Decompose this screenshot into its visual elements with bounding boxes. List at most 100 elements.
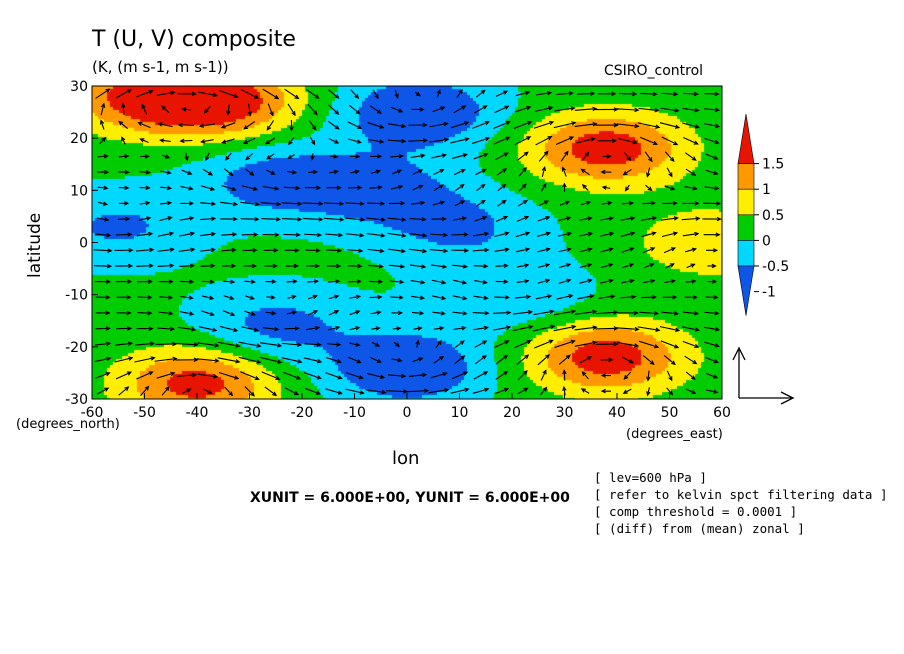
wind-vector	[94, 356, 112, 363]
wind-vector	[244, 386, 255, 397]
wind-vector	[515, 90, 531, 97]
wind-vector	[220, 201, 239, 207]
wind-vector	[684, 295, 698, 300]
wind-vector	[369, 105, 382, 114]
wind-vector	[181, 169, 193, 175]
wind-vector	[387, 373, 407, 379]
wind-vector	[597, 91, 617, 97]
wind-vector	[618, 138, 638, 145]
wind-vector	[704, 185, 720, 191]
wind-vector	[265, 310, 277, 316]
wind-vector	[221, 138, 235, 144]
wind-vector	[281, 201, 303, 206]
wind-vector	[642, 247, 656, 254]
wind-vector	[682, 231, 700, 237]
wind-vector	[93, 248, 113, 253]
wind-vector	[532, 324, 556, 332]
wind-vector	[115, 89, 133, 99]
wind-vector	[556, 91, 574, 96]
wind-vector	[121, 136, 126, 145]
wind-vector	[430, 264, 448, 269]
wind-vector	[180, 295, 194, 300]
wind-vector	[394, 89, 399, 99]
wind-vector	[98, 201, 109, 206]
wind-vector	[705, 169, 719, 176]
wind-vector	[284, 326, 300, 331]
wind-vector	[96, 217, 110, 222]
wind-vector	[431, 279, 447, 285]
wind-vector	[495, 354, 509, 365]
wind-vector	[137, 121, 151, 129]
wind-vector	[115, 232, 133, 237]
wind-vector	[324, 232, 344, 238]
wind-vector	[281, 357, 303, 364]
wind-vector	[454, 200, 466, 207]
wind-vector	[387, 123, 407, 129]
wind-vector	[262, 88, 280, 100]
wind-vector	[302, 217, 324, 222]
wind-vector	[389, 279, 405, 285]
wind-vector	[264, 137, 276, 145]
wind-vector	[284, 88, 300, 100]
wind-vector	[370, 310, 382, 315]
wind-vector	[683, 137, 699, 145]
wind-vector	[203, 388, 213, 395]
wind-vector	[682, 122, 701, 129]
wind-vector	[574, 309, 598, 315]
chart-subtitle: (K, (m s-1, m s-1))	[92, 58, 229, 76]
wind-vector	[326, 248, 343, 253]
wind-vector	[517, 387, 529, 395]
wind-vector	[517, 370, 528, 381]
wind-vector	[304, 387, 322, 395]
wind-vector	[306, 89, 320, 99]
wind-vector	[453, 325, 467, 331]
wind-vector	[580, 388, 590, 394]
wind-vector	[368, 264, 384, 269]
wind-vector	[282, 342, 303, 347]
wind-vector	[305, 185, 322, 191]
wind-vector	[407, 388, 430, 394]
wind-vector	[666, 370, 673, 382]
wind-vector	[473, 263, 489, 269]
wind-vector	[156, 371, 176, 379]
wind-vector	[95, 88, 111, 99]
wind-vector	[681, 216, 701, 221]
wind-vector	[559, 200, 571, 206]
wind-vector	[345, 233, 365, 238]
wind-vector	[646, 387, 651, 397]
wind-vector	[638, 107, 660, 113]
wind-vector	[118, 185, 130, 191]
wind-vector	[451, 371, 469, 380]
wind-vector	[640, 216, 658, 221]
wind-vector	[115, 341, 134, 346]
wind-vector	[646, 167, 651, 178]
wind-vector	[494, 247, 510, 252]
wind-vector	[616, 107, 640, 113]
wind-vector	[175, 357, 199, 363]
wind-vector	[141, 103, 148, 115]
wind-vector	[598, 294, 616, 299]
wind-vector	[347, 263, 363, 269]
wind-vector	[660, 340, 680, 349]
wind-vector	[685, 388, 697, 394]
wind-vector	[200, 231, 217, 237]
wind-vector	[265, 279, 277, 284]
wind-vector	[323, 201, 345, 206]
wind-vector	[347, 121, 363, 129]
wind-vector	[136, 326, 154, 331]
wind-vector	[450, 121, 470, 129]
wind-vector	[639, 136, 659, 146]
wind-vector	[582, 151, 590, 161]
x-axis-label: lon	[392, 448, 419, 469]
wind-vector	[349, 310, 361, 316]
wind-vector	[451, 248, 470, 253]
wind-vector	[179, 216, 195, 221]
wind-vector	[454, 168, 466, 176]
wind-vector	[540, 386, 548, 396]
wind-vector	[453, 105, 467, 114]
wind-vector	[558, 216, 572, 222]
x-tick-label: 40	[608, 405, 626, 421]
wind-vector	[685, 371, 696, 380]
wind-vector	[307, 279, 319, 284]
wind-vector	[409, 217, 427, 222]
